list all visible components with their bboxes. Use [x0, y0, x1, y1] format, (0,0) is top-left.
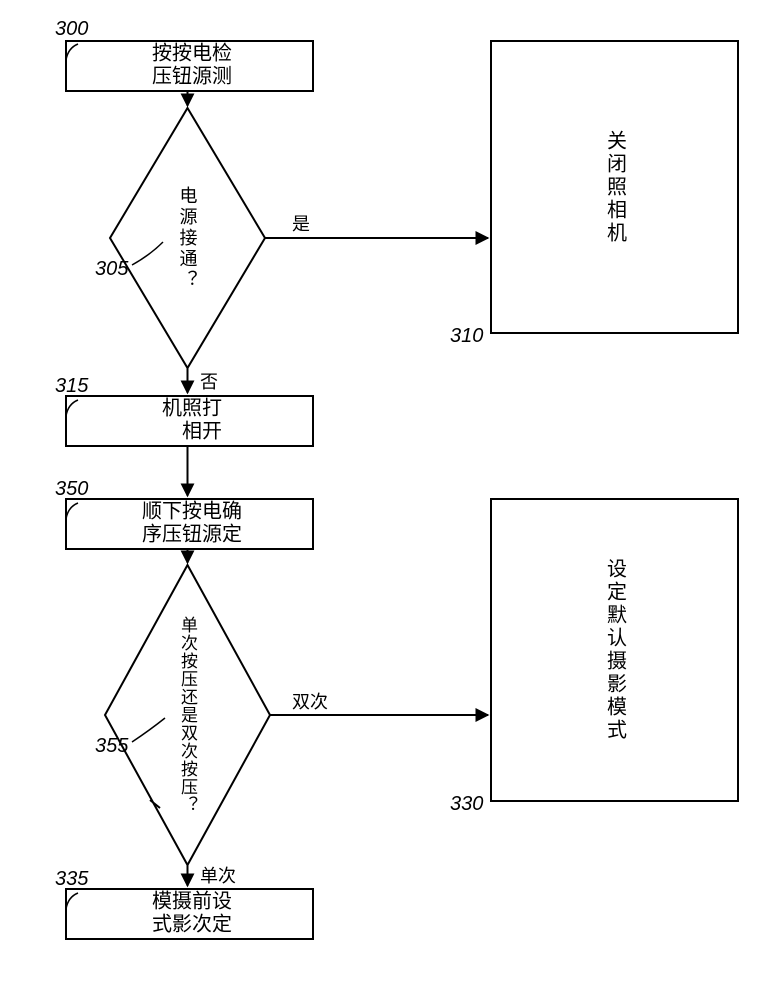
- node-turn-on-camera-label: 打开照相机: [160, 397, 220, 445]
- diamond-single-double-text: 单次按压还是双次按压？: [105, 565, 270, 865]
- node-set-prev-mode-label: 设定前次摄影模式: [150, 890, 230, 938]
- edge-label-yes: 是: [292, 210, 310, 236]
- ref-310: 310: [450, 325, 483, 348]
- diamond-power-on-text: 电源接通？: [110, 108, 265, 368]
- ref-305: 305: [95, 258, 128, 281]
- ref-355: 355: [95, 735, 128, 758]
- ref-315: 315: [55, 375, 88, 398]
- node-detect-press-label: 检测电源按钮按压: [150, 42, 230, 90]
- edge-label-single: 单次: [200, 862, 236, 888]
- ref-330: 330: [450, 793, 483, 816]
- node-set-default-mode: 设定默认摄影模式: [490, 498, 739, 802]
- ref-300: 300: [55, 18, 88, 41]
- node-set-default-mode-label: 设定默认摄影模式: [605, 558, 625, 742]
- ref-335: 335: [55, 868, 88, 891]
- node-determine-sequence-label: 确定电源按钮下压顺序: [140, 500, 240, 548]
- edge-label-double: 双次: [292, 688, 328, 714]
- diamond-power-on-label: 电源接通？: [179, 186, 197, 291]
- node-set-prev-mode: 设定前次摄影模式: [65, 888, 314, 940]
- node-detect-press: 检测电源按钮按压: [65, 40, 314, 92]
- edge-label-no: 否: [200, 368, 218, 394]
- node-close-camera-label: 关闭照相机: [605, 130, 625, 245]
- diamond-single-double-label: 单次按压还是双次按压？: [179, 616, 196, 814]
- node-close-camera: 关闭照相机: [490, 40, 739, 334]
- node-determine-sequence: 确定电源按钮下压顺序: [65, 498, 314, 550]
- ref-350: 350: [55, 478, 88, 501]
- node-turn-on-camera: 打开照相机: [65, 395, 314, 447]
